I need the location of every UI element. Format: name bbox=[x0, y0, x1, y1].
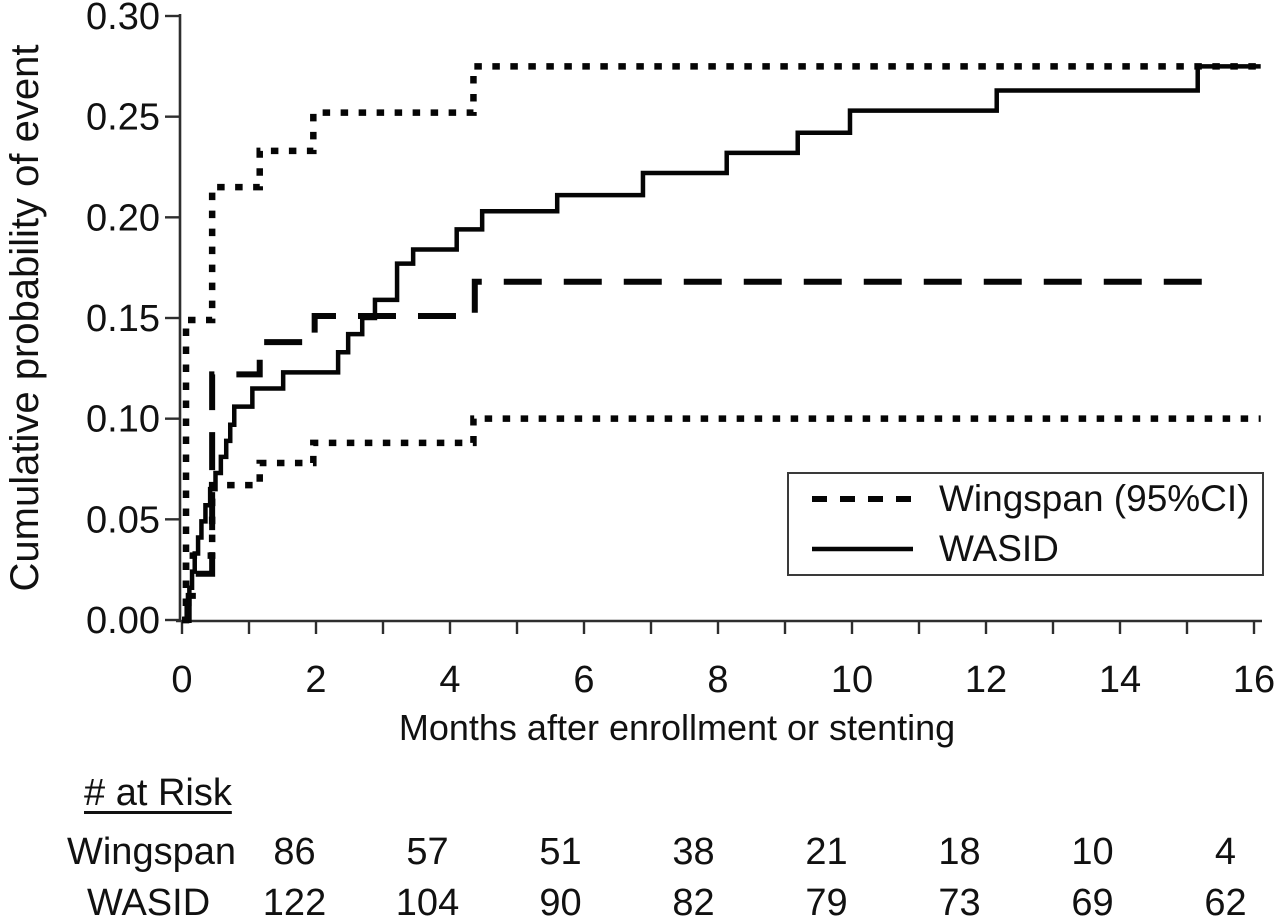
y-tick-label: 0.10 bbox=[86, 399, 160, 441]
at-risk-count: 10 bbox=[1071, 831, 1114, 873]
y-tick-label: 0.05 bbox=[86, 499, 160, 541]
y-axis-title: Cumulative probability of event bbox=[3, 45, 47, 592]
at-risk-count: 122 bbox=[262, 882, 327, 921]
legend: Wingspan (95%CI) WASID bbox=[787, 472, 1264, 576]
at-risk-count: 51 bbox=[539, 831, 582, 873]
at-risk-count: 82 bbox=[672, 882, 715, 921]
x-tick-label: 8 bbox=[707, 659, 728, 701]
x-axis-title: Months after enrollment or stenting bbox=[399, 707, 955, 748]
risk-row-counts-wasid: 122 104 90 82 79 73 69 62 bbox=[228, 884, 1280, 921]
legend-label-wingspan: Wingspan (95%CI) bbox=[939, 478, 1250, 519]
legend-entry-wasid: WASID bbox=[811, 528, 1262, 569]
series-wingspan-lower-95-ci bbox=[182, 415, 1261, 624]
survival-chart: 0.00 0.05 0.10 0.15 0.20 0.25 0.30 0 2 4 6 8 10 12 14 1… bbox=[3, 0, 1275, 748]
at-risk-count: 4 bbox=[1214, 831, 1237, 873]
x-tick-label: 4 bbox=[439, 659, 460, 701]
x-tick-label: 2 bbox=[305, 659, 326, 701]
tick-labels: 0.00 0.05 0.10 0.15 0.20 0.25 0.30 0 2 4 6 8 10 12 14 1… bbox=[86, 0, 1275, 701]
y-tick-label: 0.20 bbox=[86, 197, 160, 239]
at-risk-heading: # at Risk bbox=[84, 772, 232, 814]
at-risk-count: 69 bbox=[1071, 882, 1114, 921]
at-risk-count: 62 bbox=[1204, 882, 1247, 921]
x-tick-label: 10 bbox=[831, 659, 873, 701]
legend-label-wasid: WASID bbox=[939, 528, 1059, 569]
at-risk-count: 38 bbox=[672, 831, 715, 873]
x-tick-label: 14 bbox=[1099, 659, 1141, 701]
at-risk-count: 18 bbox=[938, 831, 981, 873]
series-wingspan-upper-95-ci bbox=[182, 63, 1261, 624]
y-tick-label: 0.15 bbox=[86, 298, 160, 340]
series-wasid bbox=[182, 64, 1261, 623]
y-tick-label: 0.30 bbox=[86, 0, 160, 38]
risk-row-label-wasid: WASID bbox=[87, 882, 211, 921]
at-risk-count: 57 bbox=[406, 831, 449, 873]
risk-row-label-wingspan: Wingspan bbox=[67, 831, 236, 873]
y-tick-label: 0.00 bbox=[86, 600, 160, 642]
x-tick-label: 16 bbox=[1233, 659, 1275, 701]
x-tick-label: 0 bbox=[171, 659, 192, 701]
at-risk-count: 104 bbox=[395, 882, 460, 921]
series-group bbox=[182, 63, 1261, 624]
at-risk-count: 73 bbox=[938, 882, 981, 921]
y-tick-label: 0.25 bbox=[86, 97, 160, 139]
risk-row-counts-wingspan: 86 57 51 38 21 18 10 4 bbox=[228, 833, 1280, 871]
x-tick-label: 6 bbox=[573, 659, 594, 701]
at-risk-count: 21 bbox=[805, 831, 848, 873]
legend-entry-wingspan: Wingspan (95%CI) bbox=[811, 478, 1262, 519]
at-risk-count: 86 bbox=[273, 831, 316, 873]
at-risk-count: 79 bbox=[805, 882, 848, 921]
x-tick-label: 12 bbox=[965, 659, 1007, 701]
solid-line-icon bbox=[812, 546, 913, 552]
axes bbox=[165, 14, 1262, 634]
dashed-line-icon bbox=[812, 496, 913, 502]
at-risk-count: 90 bbox=[539, 882, 582, 921]
